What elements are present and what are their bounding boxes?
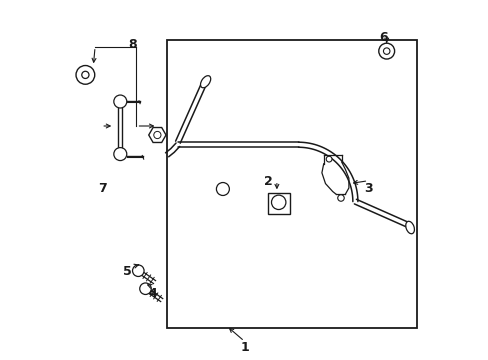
Circle shape xyxy=(383,48,389,54)
Circle shape xyxy=(132,265,144,276)
Circle shape xyxy=(114,148,126,161)
Circle shape xyxy=(140,283,151,294)
Circle shape xyxy=(271,195,285,210)
Text: 6: 6 xyxy=(378,31,386,44)
Circle shape xyxy=(114,95,126,108)
Bar xyxy=(267,193,289,214)
Circle shape xyxy=(325,156,331,162)
Text: 7: 7 xyxy=(98,183,106,195)
Text: 4: 4 xyxy=(148,287,157,300)
Circle shape xyxy=(153,131,161,139)
Ellipse shape xyxy=(200,76,210,88)
Bar xyxy=(167,40,416,328)
Text: 5: 5 xyxy=(123,265,132,278)
Circle shape xyxy=(216,183,229,195)
Circle shape xyxy=(76,66,95,84)
Circle shape xyxy=(378,43,394,59)
Circle shape xyxy=(81,71,89,78)
Ellipse shape xyxy=(405,221,414,234)
Text: 8: 8 xyxy=(128,39,137,51)
Text: 1: 1 xyxy=(240,341,248,354)
Text: 2: 2 xyxy=(263,175,272,188)
Circle shape xyxy=(337,195,344,201)
Text: 3: 3 xyxy=(364,183,372,195)
